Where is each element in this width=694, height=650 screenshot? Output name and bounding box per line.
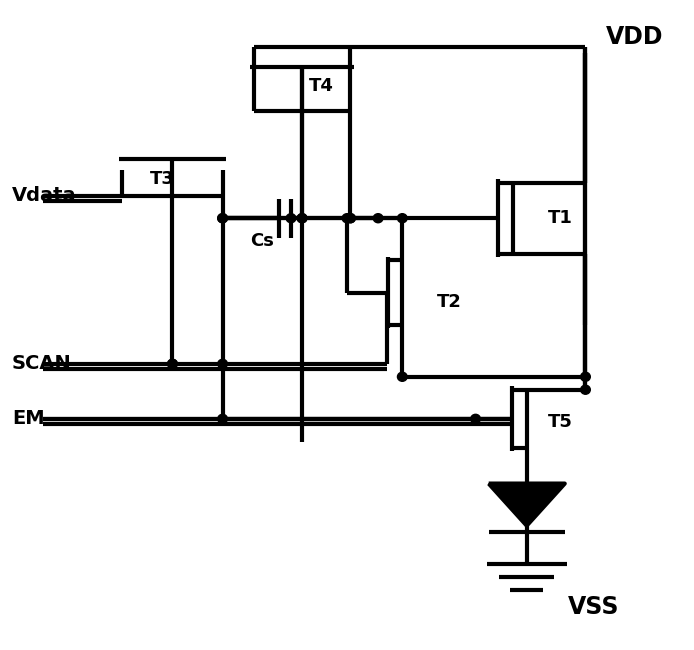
Circle shape <box>373 214 383 223</box>
Text: T5: T5 <box>548 413 573 431</box>
Circle shape <box>471 414 480 423</box>
Polygon shape <box>489 484 565 526</box>
Circle shape <box>342 214 352 223</box>
Circle shape <box>398 372 407 382</box>
Text: Cs: Cs <box>251 232 274 250</box>
Circle shape <box>581 372 591 382</box>
Circle shape <box>218 359 228 369</box>
Text: T2: T2 <box>437 293 462 311</box>
Circle shape <box>297 214 307 223</box>
Text: EM: EM <box>12 410 44 428</box>
Text: T1: T1 <box>548 209 573 228</box>
Circle shape <box>218 214 228 223</box>
Circle shape <box>398 214 407 223</box>
Circle shape <box>218 414 228 423</box>
Text: Vdata: Vdata <box>12 186 76 205</box>
Circle shape <box>218 214 228 223</box>
Circle shape <box>581 385 591 395</box>
Text: VSS: VSS <box>568 595 620 619</box>
Circle shape <box>168 359 177 369</box>
Text: SCAN: SCAN <box>12 354 71 373</box>
Circle shape <box>168 359 177 369</box>
Text: VDD: VDD <box>606 25 663 49</box>
Circle shape <box>346 214 355 223</box>
Circle shape <box>286 214 296 223</box>
Circle shape <box>297 214 307 223</box>
Circle shape <box>346 214 355 223</box>
Text: T4: T4 <box>309 77 334 94</box>
Text: T3: T3 <box>150 170 175 188</box>
